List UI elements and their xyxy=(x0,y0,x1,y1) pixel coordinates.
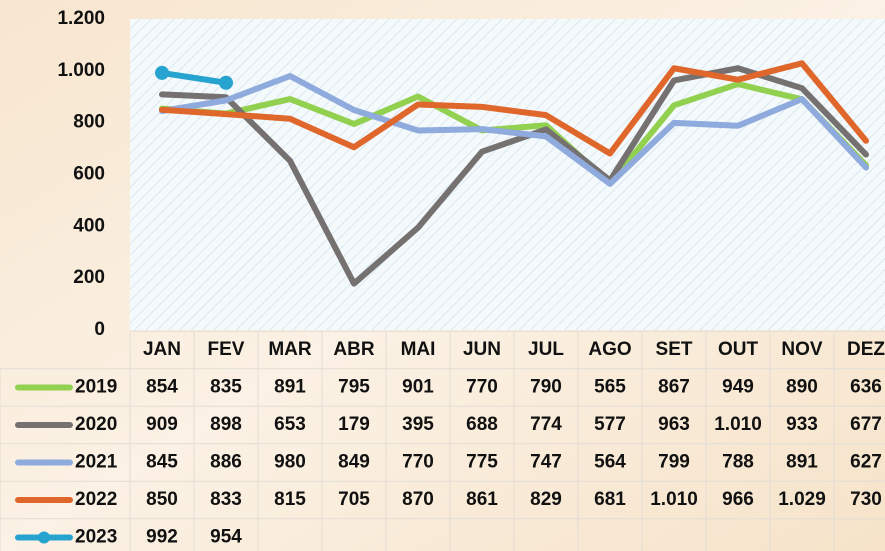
y-tick-label: 1.200 xyxy=(57,8,105,29)
table-value: 933 xyxy=(786,414,818,435)
y-tick-label: 800 xyxy=(73,112,105,133)
x-tick-label: NOV xyxy=(781,339,823,360)
series-line xyxy=(159,60,869,157)
table-value: 845 xyxy=(146,452,178,473)
table-value: 747 xyxy=(530,452,562,473)
table-value: 1.029 xyxy=(778,489,826,510)
table-value: 980 xyxy=(274,452,306,473)
x-tick-label: AGO xyxy=(588,339,631,360)
x-tick-label: JUN xyxy=(463,339,501,360)
table-value: 677 xyxy=(850,414,882,435)
table-value: 867 xyxy=(658,377,690,398)
x-tick-label: ABR xyxy=(333,339,374,360)
table-value: 949 xyxy=(722,377,754,398)
table-value: 992 xyxy=(146,527,178,548)
table-value: 966 xyxy=(722,489,754,510)
table-value: 395 xyxy=(402,414,434,435)
table-value: 1.010 xyxy=(650,489,698,510)
legend-label: 2021 xyxy=(75,452,118,473)
table-value: 849 xyxy=(338,452,370,473)
table-value: 788 xyxy=(722,452,754,473)
x-tick-label: JAN xyxy=(143,339,181,360)
table-value: 861 xyxy=(466,489,498,510)
legend-label: 2022 xyxy=(75,489,117,510)
legend-marker xyxy=(38,531,50,544)
x-tick-label: MAR xyxy=(268,339,312,360)
y-tick-label: 0 xyxy=(94,319,105,340)
table-value: 653 xyxy=(274,414,306,435)
table-value: 891 xyxy=(786,452,818,473)
table-value: 565 xyxy=(594,377,626,398)
table-value: 795 xyxy=(338,377,370,398)
table-value: 833 xyxy=(210,489,242,510)
x-tick-label: FEV xyxy=(208,339,245,360)
table-value: 627 xyxy=(850,452,882,473)
x-tick-label: JUL xyxy=(528,339,564,360)
table-value: 636 xyxy=(850,377,882,398)
y-tick-label: 400 xyxy=(73,215,105,236)
table-value: 850 xyxy=(146,489,178,510)
table-value: 815 xyxy=(274,489,306,510)
table-value: 705 xyxy=(338,489,370,510)
table-value: 1.010 xyxy=(714,414,762,435)
plot-area xyxy=(130,19,885,330)
table-value: 854 xyxy=(146,377,178,398)
table-value: 730 xyxy=(850,489,882,510)
table-value: 829 xyxy=(530,489,562,510)
table-value: 954 xyxy=(210,527,242,548)
table-value: 775 xyxy=(466,452,498,473)
y-tick-label: 600 xyxy=(73,164,105,185)
table-value: 886 xyxy=(210,452,242,473)
legend-label: 2019 xyxy=(75,377,117,398)
series-line xyxy=(159,81,869,187)
table-value: 799 xyxy=(658,452,690,473)
table-value: 909 xyxy=(146,414,178,435)
series-line xyxy=(159,73,869,187)
table-value: 770 xyxy=(466,377,498,398)
table-value: 790 xyxy=(530,377,562,398)
table-value: 774 xyxy=(530,414,562,435)
x-tick-label: DEZ xyxy=(847,339,885,360)
table-value: 577 xyxy=(594,414,626,435)
table-value: 688 xyxy=(466,414,498,435)
table-value: 890 xyxy=(786,377,818,398)
legend-label: 2020 xyxy=(75,414,117,435)
table-value: 770 xyxy=(402,452,434,473)
legend-label: 2023 xyxy=(75,527,117,548)
x-tick-label: SET xyxy=(656,339,693,360)
x-tick-label: MAI xyxy=(401,339,436,360)
table-value: 891 xyxy=(274,377,306,398)
table-value: 179 xyxy=(338,414,370,435)
table-value: 564 xyxy=(594,452,626,473)
marker xyxy=(219,75,233,90)
series-line xyxy=(159,65,869,287)
table-value: 898 xyxy=(210,414,242,435)
table-value: 870 xyxy=(402,489,434,510)
y-tick-label: 200 xyxy=(73,267,105,288)
y-tick-label: 1.000 xyxy=(57,60,105,81)
x-tick-label: OUT xyxy=(718,339,759,360)
marker xyxy=(155,65,169,80)
table-value: 963 xyxy=(658,414,690,435)
table-value: 901 xyxy=(402,377,434,398)
series-line xyxy=(159,69,229,86)
table-value: 681 xyxy=(594,489,626,510)
table-value: 835 xyxy=(210,377,242,398)
